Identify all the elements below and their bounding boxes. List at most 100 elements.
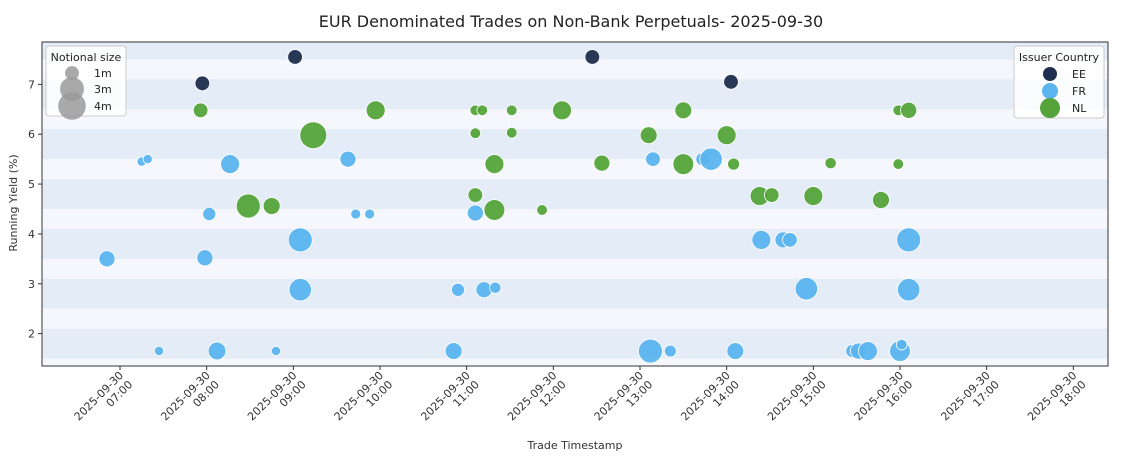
x-tick-label: 2025-09-3009:00 — [245, 369, 309, 433]
point-fr — [794, 277, 819, 301]
size-legend-marker — [65, 66, 79, 80]
x-tick-label: 2025-09-3015:00 — [765, 369, 829, 433]
point-nl — [672, 153, 695, 175]
color-legend: Issuer Country EE FR NL — [1013, 45, 1105, 119]
size-legend-label: 4m — [94, 100, 112, 113]
y-band — [42, 278, 1108, 309]
color-legend-marker — [1043, 67, 1057, 81]
point-nl — [483, 199, 506, 221]
y-band — [42, 42, 1108, 60]
point-nl — [476, 104, 489, 117]
y-band — [42, 328, 1108, 359]
point-nl — [716, 125, 737, 146]
point-fr — [895, 338, 908, 351]
point-fr — [896, 227, 922, 253]
x-tick-label: 2025-09-3007:00 — [72, 369, 136, 433]
point-fr — [142, 154, 153, 165]
point-fr — [207, 341, 227, 361]
point-ee — [723, 74, 739, 90]
point-nl — [727, 157, 740, 171]
size-legend-title: Notional size — [51, 51, 122, 64]
point-nl — [824, 157, 837, 170]
point-fr — [196, 249, 214, 267]
point-nl — [467, 187, 484, 203]
point-nl — [552, 100, 572, 121]
point-nl — [639, 126, 658, 145]
point-fr — [858, 341, 878, 361]
point-nl — [763, 187, 780, 203]
point-nl — [484, 154, 505, 175]
point-nl — [803, 186, 824, 206]
point-nl — [262, 197, 281, 215]
point-ee — [584, 49, 601, 65]
data-points — [98, 49, 922, 364]
point-fr — [153, 345, 165, 357]
point-fr — [638, 338, 663, 364]
point-fr — [287, 227, 313, 253]
y-band — [42, 179, 1108, 209]
point-fr — [270, 345, 282, 357]
y-tick-label: 7 — [28, 78, 35, 91]
color-legend-label: FR — [1072, 85, 1086, 98]
point-nl — [593, 154, 611, 172]
point-nl — [536, 204, 548, 216]
point-nl — [505, 104, 518, 117]
color-legend-title: Issuer Country — [1019, 51, 1100, 64]
point-fr — [489, 281, 502, 294]
x-tick-label: 2025-09-3017:00 — [938, 369, 1002, 433]
size-legend: Notional size 1m 3m 4m — [45, 45, 127, 120]
size-legend-marker — [58, 92, 86, 120]
point-fr — [751, 230, 772, 250]
y-tick-label: 4 — [28, 228, 35, 241]
point-fr — [782, 232, 798, 248]
y-axis: 2 3 4 5 6 7 — [28, 78, 42, 341]
point-fr — [288, 278, 312, 302]
y-band — [42, 129, 1108, 160]
point-nl — [892, 158, 905, 170]
point-fr — [699, 147, 723, 171]
x-axis-label: Trade Timestamp — [526, 439, 622, 452]
color-legend-marker — [1040, 98, 1060, 118]
plot-frame — [41, 41, 1109, 367]
y-band — [42, 228, 1108, 259]
point-nl — [192, 102, 209, 119]
x-tick-label: 2025-09-3014:00 — [678, 369, 742, 433]
x-tick-label: 2025-09-3016:00 — [852, 369, 916, 433]
color-legend-label: EE — [1072, 68, 1086, 81]
chart-title: EUR Denominated Trades on Non-Bank Perpe… — [319, 12, 823, 31]
color-legend-box — [1013, 45, 1105, 119]
point-fr — [466, 204, 484, 222]
x-tick-label: 2025-09-3008:00 — [158, 369, 222, 433]
y-tick-label: 5 — [28, 178, 35, 191]
y-axis-label: Running Yield (%) — [7, 154, 20, 251]
point-fr — [897, 278, 921, 302]
point-fr — [339, 150, 357, 168]
y-bands — [42, 42, 1108, 359]
point-nl — [674, 101, 693, 120]
color-legend-marker — [1042, 83, 1058, 99]
x-axis: 2025-09-3007:00 2025-09-3008:00 2025-09-30… — [72, 366, 1089, 433]
y-tick-label: 3 — [28, 278, 35, 291]
point-fr — [645, 151, 661, 167]
y-tick-label: 2 — [28, 328, 35, 341]
point-fr — [364, 208, 376, 220]
point-nl — [505, 126, 518, 139]
x-tick-label: 2025-09-3018:00 — [1025, 369, 1089, 433]
y-tick-label: 6 — [28, 128, 35, 141]
point-fr — [444, 342, 463, 360]
point-fr — [663, 344, 677, 358]
point-nl — [900, 101, 918, 119]
point-nl — [872, 191, 890, 209]
size-legend-label: 3m — [94, 83, 112, 96]
point-nl — [235, 193, 261, 219]
point-fr — [98, 250, 116, 268]
point-fr — [202, 206, 217, 221]
x-tick-label: 2025-09-3010:00 — [332, 369, 396, 433]
point-nl — [469, 127, 482, 139]
point-nl — [299, 121, 328, 150]
point-fr — [350, 208, 362, 220]
x-tick-label: 2025-09-3013:00 — [592, 369, 656, 433]
x-tick-label: 2025-09-3012:00 — [505, 369, 569, 433]
y-band — [42, 79, 1108, 110]
